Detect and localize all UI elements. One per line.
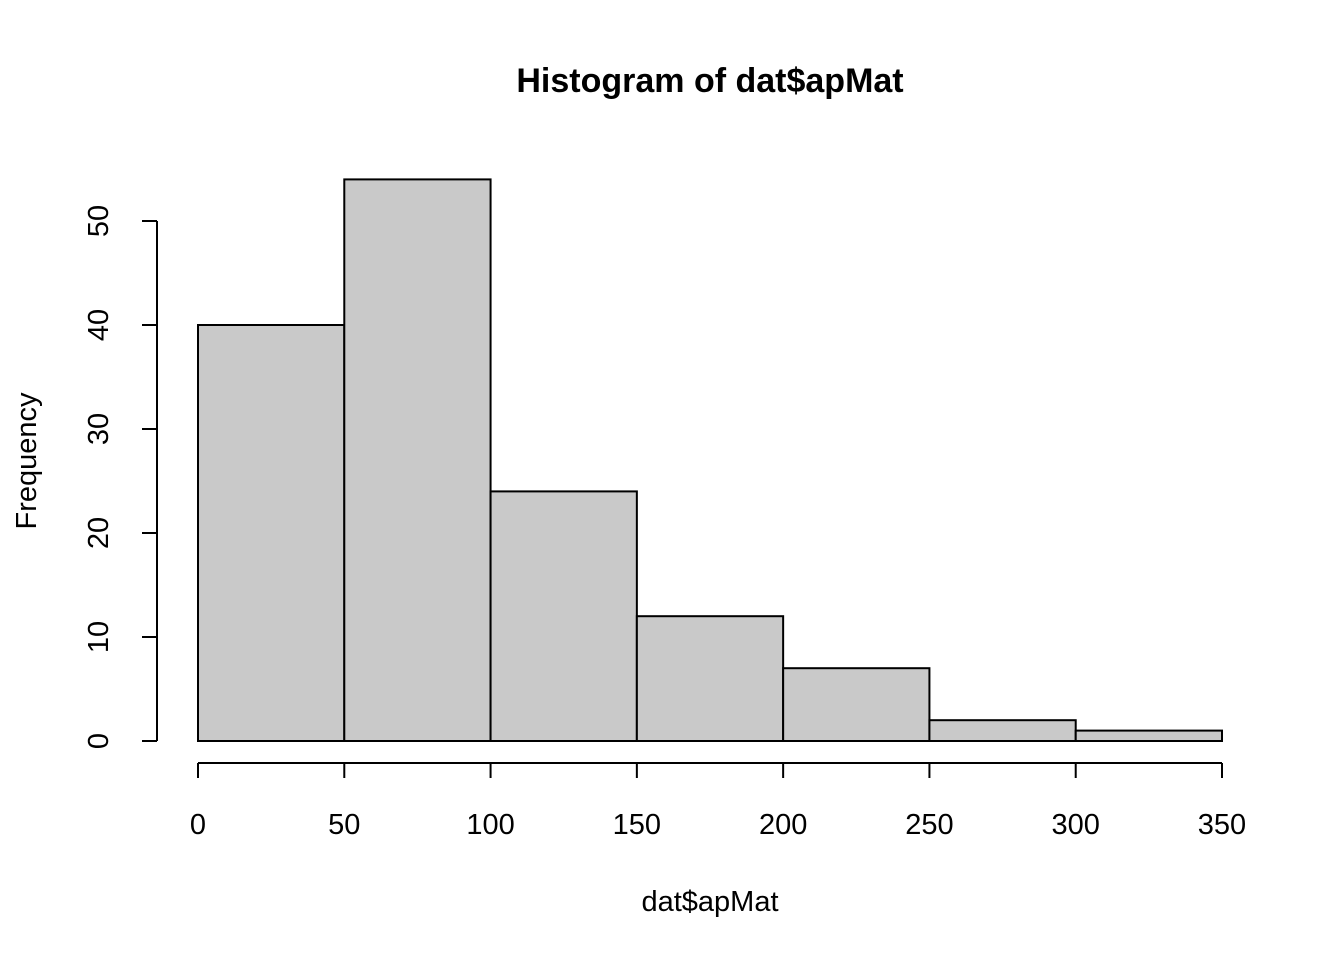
x-axis-label: dat$apMat <box>641 886 778 918</box>
y-axis-label: Frequency <box>11 392 43 530</box>
x-tick-label: 350 <box>1198 809 1246 841</box>
histogram-bar-1 <box>197 324 346 742</box>
y-tick-label: 0 <box>83 733 115 749</box>
y-tick-label: 50 <box>83 205 115 237</box>
y-tick-label: 10 <box>83 621 115 653</box>
y-tick-label: 40 <box>83 309 115 341</box>
histogram-bar-3 <box>489 490 638 742</box>
y-axis: 0 10 20 30 40 50 <box>83 205 158 749</box>
x-tick-label: 50 <box>328 809 360 841</box>
histogram-bar-2 <box>343 178 492 742</box>
x-tick-label: 250 <box>905 809 953 841</box>
x-tick-label: 150 <box>613 809 661 841</box>
histogram-bar-5 <box>782 667 931 743</box>
x-tick-label: 0 <box>190 809 206 841</box>
x-tick-label: 200 <box>759 809 807 841</box>
bars-group <box>197 178 1223 743</box>
histogram-bar-4 <box>635 615 785 743</box>
y-tick-label: 30 <box>83 413 115 445</box>
histogram-bar-6 <box>928 719 1077 743</box>
x-axis: 0 50 100 150 200 250 300 350 <box>190 762 1246 841</box>
y-tick-label: 20 <box>83 517 115 549</box>
histogram-bar-7 <box>1074 729 1223 742</box>
x-tick-label: 300 <box>1052 809 1100 841</box>
x-tick-label: 100 <box>466 809 514 841</box>
chart-title: Histogram of dat$apMat <box>516 62 903 100</box>
